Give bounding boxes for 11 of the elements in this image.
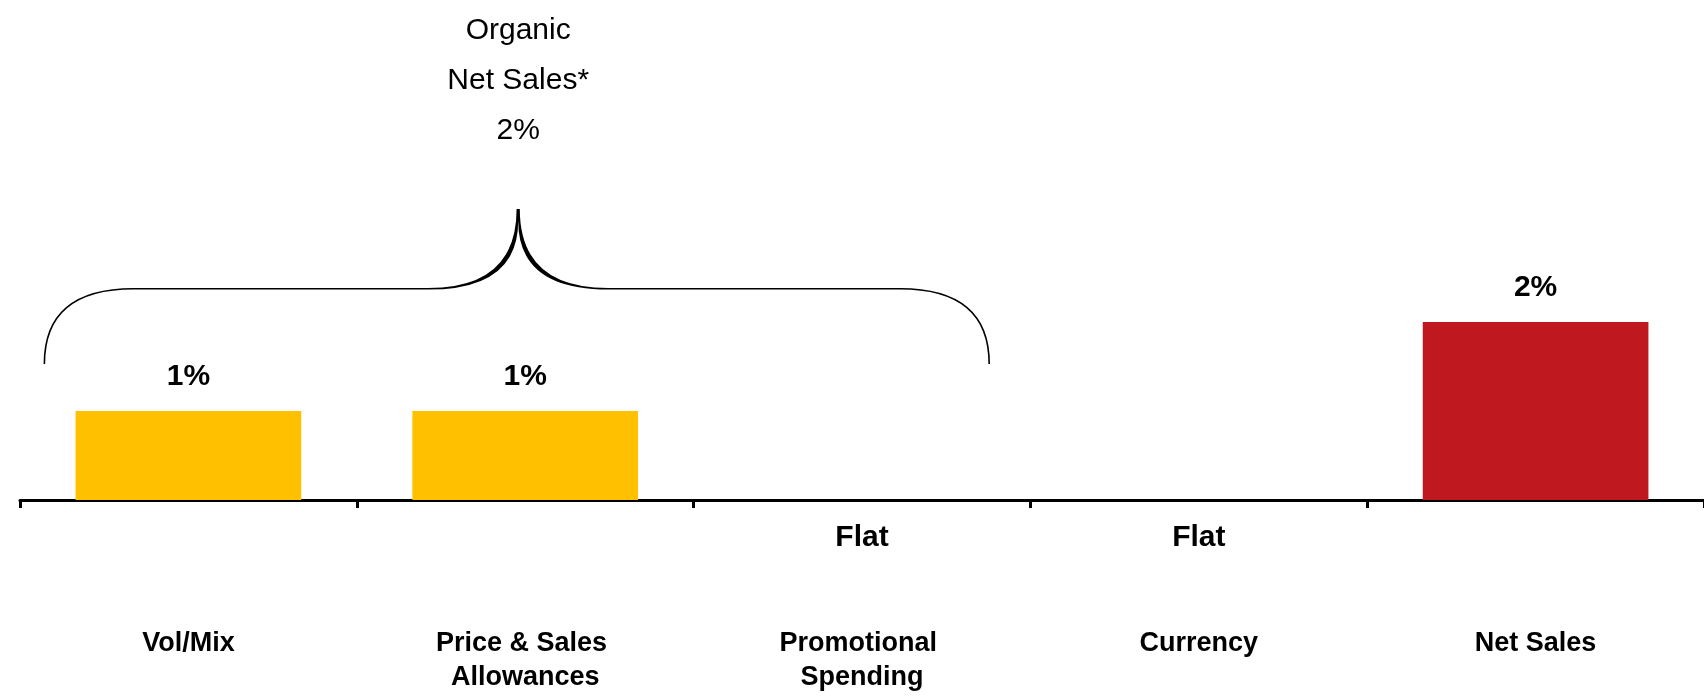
data-label: 1% (503, 357, 547, 391)
x-tick-label: Net Sales (1474, 627, 1597, 657)
x-tick-label: Promotional Spending (779, 627, 945, 691)
text: Organic Net Sales* 2% (446, 11, 591, 147)
data-label: 2% (1513, 268, 1558, 302)
x-tick-label: Vol/Mix (142, 627, 235, 657)
x-tick-label: Currency (1139, 627, 1259, 657)
x-tick-label: Price & Sales Allowances (435, 627, 615, 691)
data-label: Flat (835, 518, 889, 552)
data-label: Flat (1172, 518, 1226, 552)
data-label: 1% (166, 357, 211, 391)
